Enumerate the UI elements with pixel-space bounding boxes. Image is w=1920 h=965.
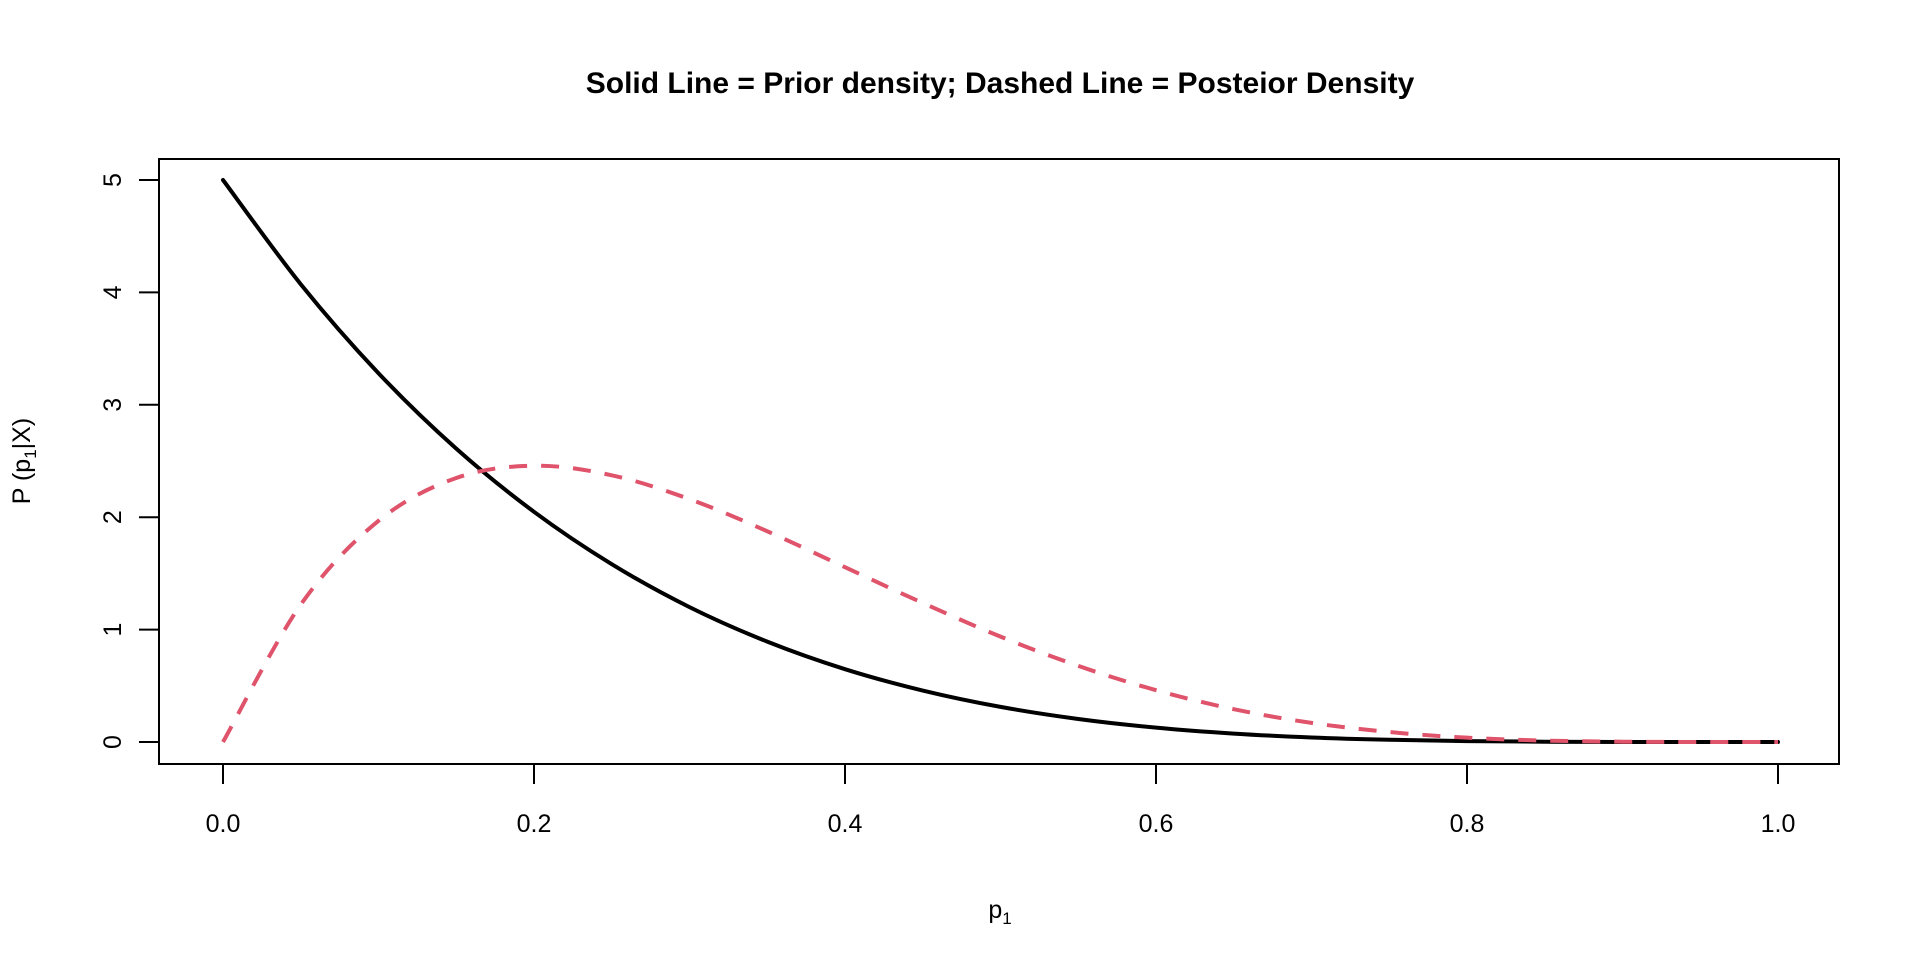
y-axis: 0 1 2 3 4 5 bbox=[99, 173, 160, 749]
x-tick-label: 1.0 bbox=[1761, 810, 1796, 838]
x-axis-label-main: p bbox=[988, 896, 1002, 924]
posterior-density-line bbox=[221, 463, 1779, 745]
x-tick-label: 0.4 bbox=[828, 810, 863, 838]
y-tick-label: 5 bbox=[99, 173, 127, 187]
y-axis-label-prefix: P (p bbox=[8, 459, 36, 504]
y-tick-label: 0 bbox=[99, 735, 127, 749]
y-tick-label: 2 bbox=[99, 510, 127, 524]
x-tick-label: 0.8 bbox=[1450, 810, 1485, 838]
x-axis-label-sub: 1 bbox=[1002, 909, 1011, 928]
y-axis-label-suffix: |X) bbox=[8, 418, 36, 450]
y-tick-label: 1 bbox=[99, 623, 127, 637]
y-axis-label: P (p1|X) bbox=[8, 418, 40, 504]
chart-title: Solid Line = Prior density; Dashed Line … bbox=[586, 67, 1415, 100]
x-tick-label: 0.0 bbox=[206, 810, 241, 838]
series-group bbox=[221, 178, 1780, 745]
plot-frame bbox=[158, 158, 1840, 765]
y-axis-label-sub: 1 bbox=[21, 449, 40, 458]
x-tick-label: 0.2 bbox=[517, 810, 552, 838]
x-axis-label: p1 bbox=[988, 896, 1011, 928]
x-axis: 0.0 0.2 0.4 0.6 0.8 1.0 bbox=[206, 763, 1796, 838]
x-tick-label: 0.6 bbox=[1139, 810, 1174, 838]
y-tick-label: 4 bbox=[99, 285, 127, 299]
prior-density-line bbox=[221, 178, 1780, 745]
y-tick-label: 3 bbox=[99, 398, 127, 412]
